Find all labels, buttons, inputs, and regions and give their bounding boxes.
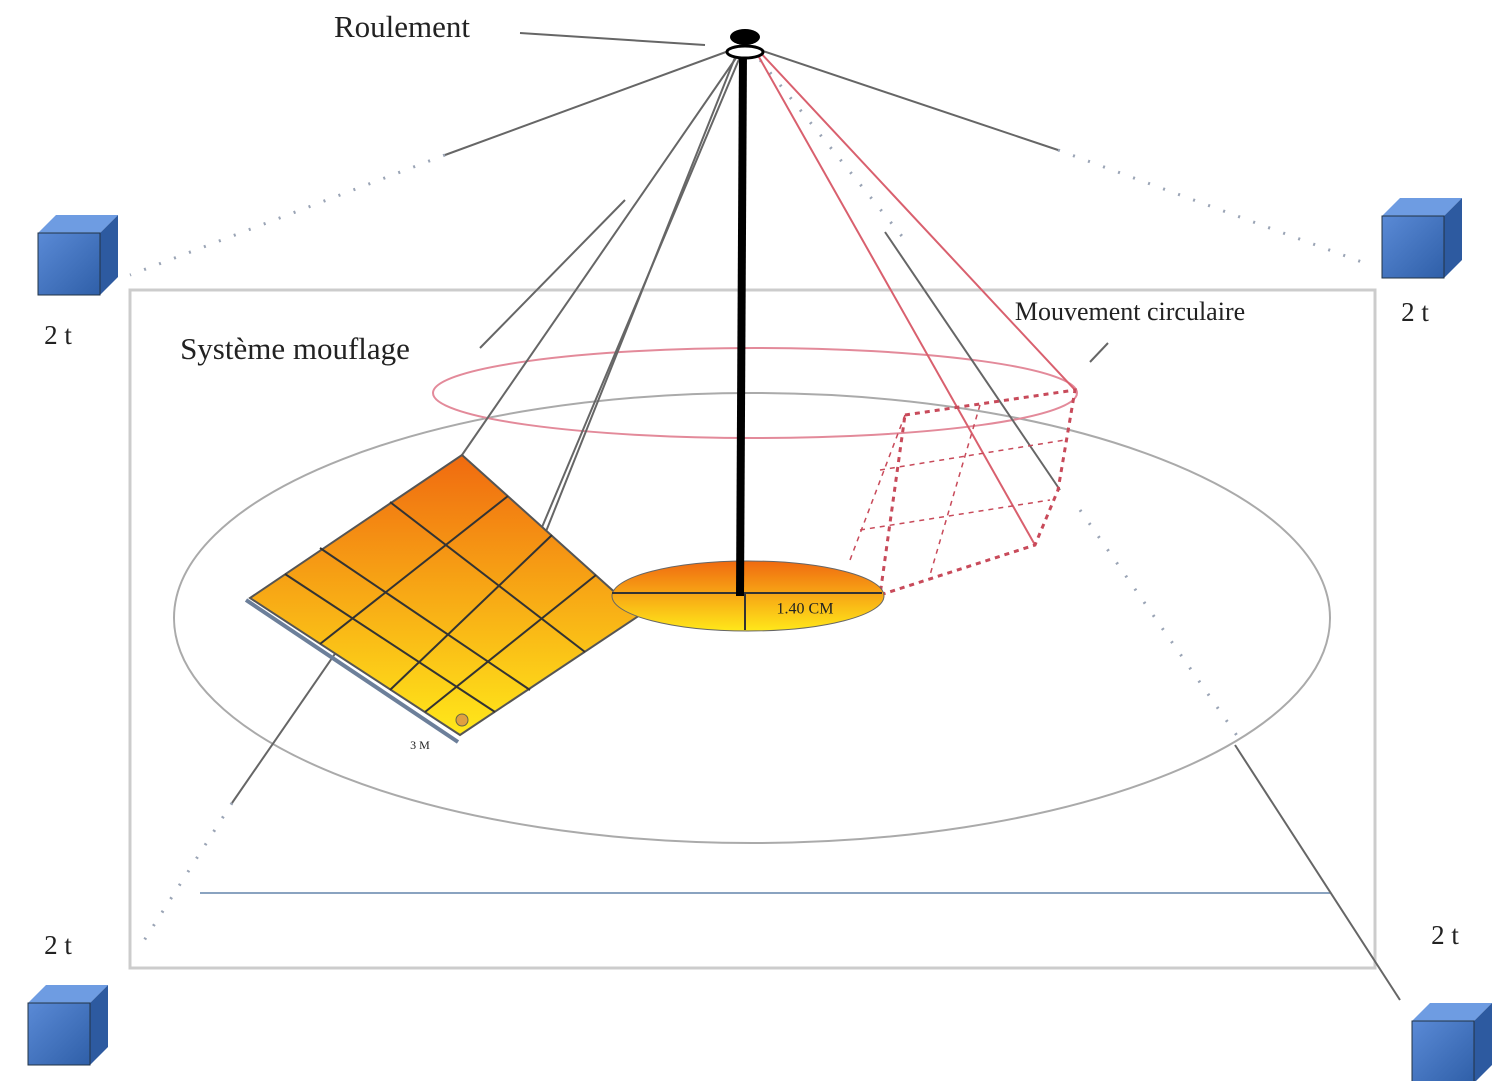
- disc: [611, 560, 885, 632]
- label: Mouvement circulaire: [1015, 297, 1245, 326]
- weight-blocks: [27, 198, 1492, 1081]
- red-cables: [754, 49, 1076, 546]
- dimension-label: 1.40 CM: [777, 601, 834, 618]
- label: Système mouflage: [180, 331, 410, 366]
- label: Roulement: [334, 9, 470, 44]
- weight-label: 2 t: [44, 930, 72, 960]
- dotted-guides: [129, 59, 1371, 951]
- panel: [244, 453, 642, 744]
- weight-label: 2 t: [44, 320, 72, 350]
- weight-label: 2 t: [1401, 297, 1429, 327]
- mast: [736, 49, 747, 597]
- frame: [128, 288, 1377, 970]
- bearing: [725, 29, 765, 60]
- weight-label: 2 t: [1431, 920, 1459, 950]
- dimension-label: 3 M: [410, 738, 430, 752]
- dashed-volume: [849, 388, 1077, 598]
